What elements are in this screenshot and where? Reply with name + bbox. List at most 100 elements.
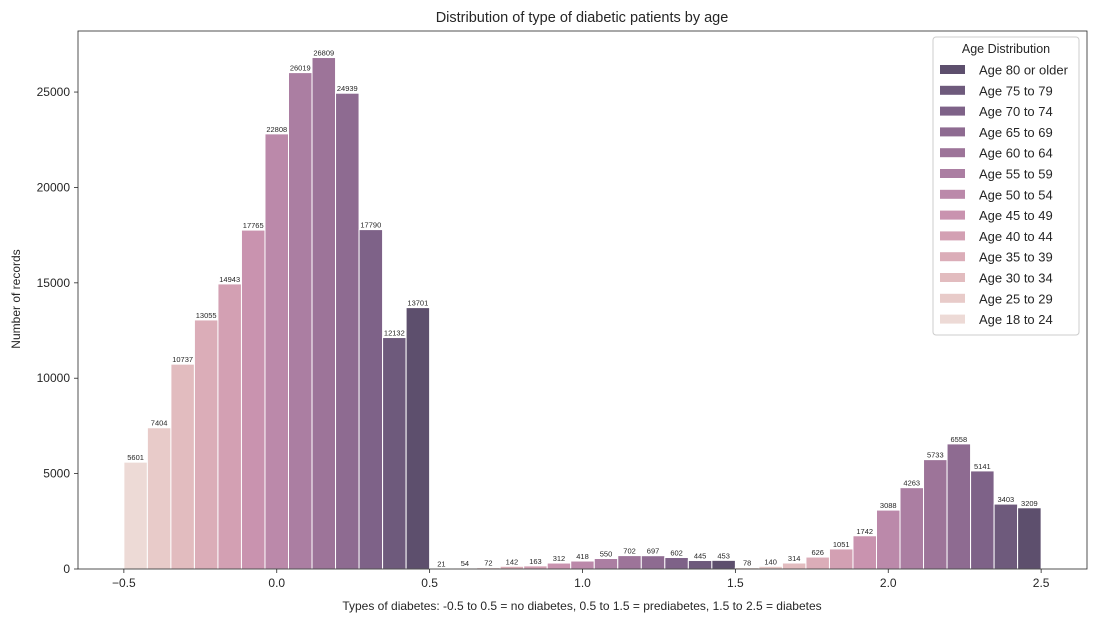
bar bbox=[828, 548, 854, 570]
data-label: 5141 bbox=[974, 462, 991, 471]
legend-swatch bbox=[940, 85, 965, 95]
data-label: 453 bbox=[717, 551, 730, 560]
legend-label: Age 80 or older bbox=[979, 63, 1069, 78]
legend-swatch bbox=[940, 293, 965, 303]
bar bbox=[217, 283, 242, 570]
bar bbox=[781, 562, 807, 570]
legend-swatch bbox=[940, 189, 965, 199]
legend-label: Age 18 to 24 bbox=[979, 312, 1053, 327]
bar bbox=[335, 92, 360, 570]
bar bbox=[1017, 507, 1042, 570]
bar bbox=[546, 562, 572, 570]
data-label: 26019 bbox=[290, 64, 311, 73]
y-tick-label: 15000 bbox=[37, 276, 71, 290]
data-label: 22808 bbox=[266, 125, 287, 134]
legend-label: Age 40 to 44 bbox=[979, 229, 1053, 244]
data-label: 6558 bbox=[950, 435, 967, 444]
legend-swatch bbox=[940, 314, 965, 324]
y-tick-label: 25000 bbox=[37, 85, 71, 99]
data-label: 13055 bbox=[196, 311, 217, 320]
legend-label: Age 45 to 49 bbox=[979, 208, 1053, 223]
legend-swatch bbox=[940, 148, 965, 158]
data-label: 5733 bbox=[927, 451, 944, 460]
legend-label: Age 75 to 79 bbox=[979, 83, 1053, 98]
bar bbox=[193, 319, 219, 570]
data-labels-group: 5601 7404 10737 13055 14943 17765 22808 2601926… bbox=[127, 49, 1037, 569]
bar bbox=[570, 560, 595, 570]
data-label: 418 bbox=[576, 552, 589, 561]
legend-swatch bbox=[940, 65, 965, 74]
legend-label: Age 70 to 74 bbox=[979, 104, 1053, 119]
y-tick-label: 0 bbox=[63, 562, 70, 576]
data-label: 3403 bbox=[998, 495, 1015, 504]
legend-swatch bbox=[940, 210, 965, 220]
data-label: 3088 bbox=[880, 501, 897, 510]
data-label: 702 bbox=[623, 547, 636, 556]
legend-label: Age 25 to 29 bbox=[979, 291, 1053, 306]
legend-label: Age 60 to 64 bbox=[979, 146, 1053, 161]
data-label: 7404 bbox=[151, 419, 168, 428]
data-label: 12132 bbox=[384, 329, 405, 338]
legend-swatch bbox=[940, 106, 965, 116]
x-tick-label: 2.0 bbox=[880, 576, 897, 590]
data-label: 550 bbox=[600, 550, 613, 559]
bar bbox=[640, 555, 666, 570]
y-tick-label: 20000 bbox=[37, 180, 71, 194]
legend-swatch bbox=[940, 169, 965, 178]
legend-swatch bbox=[940, 127, 965, 137]
legend-swatch bbox=[940, 273, 965, 282]
legend-label: Age 50 to 54 bbox=[979, 187, 1053, 202]
data-label: 21 bbox=[437, 560, 445, 569]
bar bbox=[123, 461, 148, 570]
x-axis-title: Types of diabetes: -0.5 to 0.5 = no diab… bbox=[342, 599, 821, 613]
legend-swatch bbox=[940, 252, 965, 262]
bar bbox=[923, 459, 948, 570]
x-tick-label: 0.5 bbox=[421, 576, 438, 590]
x-tick-label: 0.0 bbox=[268, 576, 285, 590]
data-label: 626 bbox=[811, 548, 824, 557]
data-label: 72 bbox=[484, 559, 492, 568]
x-tick-label: 1.0 bbox=[574, 576, 591, 590]
bar bbox=[617, 555, 642, 570]
x-axis: −0.5 0.0 0.5 1.0 1.5 2.0 2.5 bbox=[112, 569, 1050, 590]
data-label: 3209 bbox=[1021, 499, 1038, 508]
bar bbox=[240, 229, 266, 570]
bar bbox=[993, 503, 1019, 570]
bar bbox=[758, 565, 783, 570]
data-label: 1051 bbox=[833, 540, 850, 549]
bars-group bbox=[123, 57, 1042, 570]
bar bbox=[664, 557, 689, 570]
bar bbox=[805, 556, 830, 570]
legend-label: Age 35 to 39 bbox=[979, 250, 1053, 265]
data-label: 17765 bbox=[243, 221, 264, 230]
y-tick-label: 5000 bbox=[43, 467, 70, 481]
bar bbox=[687, 560, 713, 570]
legend-title: Age Distribution bbox=[962, 42, 1050, 56]
bar bbox=[970, 470, 995, 570]
bar bbox=[711, 559, 736, 570]
data-label: 24939 bbox=[337, 84, 358, 93]
y-axis: 0 5000 10000 15000 20000 25000 bbox=[37, 85, 78, 576]
bar bbox=[288, 72, 313, 570]
x-tick-label: −0.5 bbox=[112, 576, 136, 590]
x-tick-label: 2.5 bbox=[1033, 576, 1050, 590]
bar bbox=[875, 509, 901, 570]
bar bbox=[899, 487, 925, 570]
data-label: 10737 bbox=[172, 355, 193, 364]
bar bbox=[405, 307, 431, 570]
data-label: 312 bbox=[553, 554, 566, 563]
data-label: 142 bbox=[506, 557, 519, 566]
legend-swatch bbox=[940, 231, 965, 241]
data-label: 5601 bbox=[127, 453, 144, 462]
x-tick-label: 1.5 bbox=[727, 576, 744, 590]
legend-label: Age 55 to 59 bbox=[979, 167, 1053, 182]
bar bbox=[358, 229, 384, 570]
bar bbox=[170, 363, 195, 570]
bar bbox=[946, 443, 972, 570]
bar bbox=[311, 57, 337, 570]
chart-title: Distribution of type of diabetic patient… bbox=[436, 10, 729, 26]
data-label: 13701 bbox=[407, 299, 428, 308]
bar bbox=[382, 337, 407, 570]
bar bbox=[593, 558, 619, 570]
